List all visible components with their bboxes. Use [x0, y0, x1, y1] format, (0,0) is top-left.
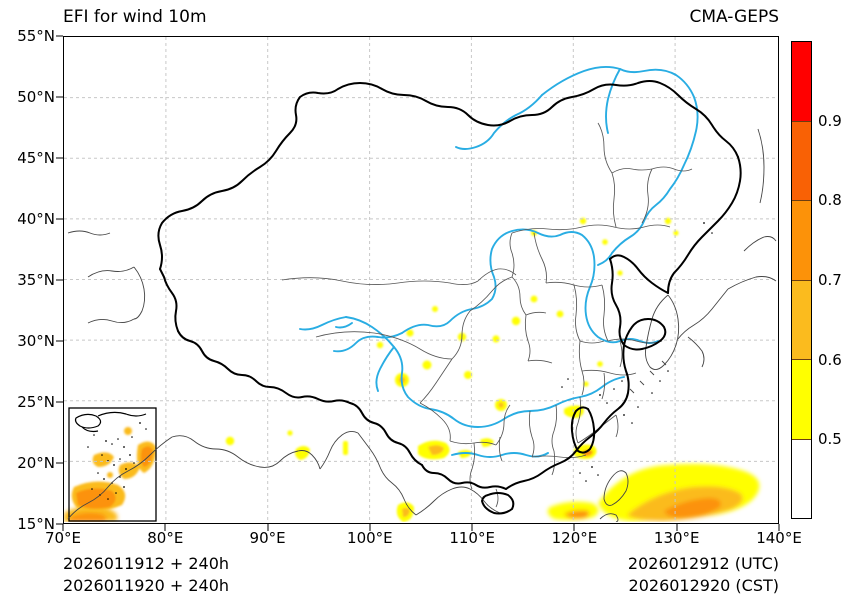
latitude-tick-mark: [56, 279, 63, 281]
colorbar-tick-label: 0.8: [818, 191, 842, 210]
longitude-tick-mark: [267, 524, 269, 531]
longitude-tick-label: 130°E: [653, 529, 700, 547]
offshore-islands: [561, 222, 713, 482]
footer-valid-times: 2026012912 (UTC) 2026012920 (CST): [628, 553, 779, 597]
chart-title: EFI for wind 10m: [63, 7, 207, 27]
latitude-axis-labels: 15°N 20°N 25°N 30°N 35°N 40°N 45°N 50°N 55°N: [0, 27, 55, 533]
colorbar-tick-label: 0.6: [818, 350, 842, 369]
longitude-axis-labels: 70°E 80°E 90°E 100°E 110°E 120°E 130°E 140°E: [45, 529, 802, 551]
longitude-tick-label: 120°E: [551, 529, 598, 547]
colorbar-band: [792, 439, 811, 518]
colorbar[interactable]: [791, 41, 812, 519]
longitude-tick-label: 90°E: [249, 529, 286, 547]
longitude-tick-label: 110°E: [449, 529, 495, 547]
longitude-tick-mark: [164, 524, 166, 531]
colorbar-band: [792, 280, 811, 360]
longitude-tick-label: 80°E: [147, 529, 184, 547]
latitude-tick-label: 50°N: [17, 88, 55, 106]
footer-left-line1: 2026011912 + 240h: [63, 554, 230, 573]
latitude-tick-label: 45°N: [17, 149, 55, 167]
latitude-tick-mark: [56, 462, 63, 464]
colorbar-tick-label: 0.9: [818, 111, 842, 130]
longitude-tick-label: 140°E: [756, 529, 802, 547]
colorbar-labels: 0.9 0.8 0.7 0.6 0.5: [818, 41, 860, 519]
province-boundaries: [281, 122, 693, 508]
latitude-tick-mark: [56, 35, 63, 37]
foreign-coastlines: [67, 128, 777, 522]
efi-shading-layer: [64, 217, 760, 522]
latitude-tick-mark: [56, 401, 63, 403]
south-china-sea-inset: [68, 407, 157, 522]
latitude-tick-label: 20°N: [17, 454, 55, 472]
latitude-tick-label: 35°N: [17, 271, 55, 289]
longitude-tick-marks: [62, 524, 780, 531]
footer-right-line1: 2026012912 (UTC): [627, 554, 779, 573]
longitude-tick-label: 70°E: [44, 529, 82, 547]
map-plot-area: [63, 36, 779, 524]
latitude-tick-label: 30°N: [17, 332, 55, 350]
footer-init-times: 2026011912 + 240h 2026011920 + 240h: [63, 553, 229, 597]
footer-left-line2: 2026011920 + 240h: [63, 576, 230, 595]
latitude-tick-label: 25°N: [17, 393, 55, 411]
longitude-tick-mark: [676, 524, 678, 531]
latitude-tick-mark: [56, 340, 63, 342]
colorbar-band: [792, 201, 811, 281]
colorbar-band: [792, 360, 811, 440]
longitude-tick-mark: [573, 524, 575, 531]
colorbar-tick-label: 0.7: [818, 271, 842, 289]
colorbar-band: [792, 42, 811, 122]
longitude-tick-label: 100°E: [347, 529, 393, 547]
china-national-border: [157, 80, 742, 515]
latitude-tick-label: 15°N: [17, 515, 55, 533]
latitude-tick-mark: [56, 96, 63, 98]
longitude-tick-mark: [62, 524, 64, 531]
longitude-tick-mark: [471, 524, 473, 531]
colorbar-tick-label: 0.5: [818, 430, 842, 449]
colorbar-band: [792, 121, 811, 201]
latitude-tick-label: 55°N: [17, 27, 55, 45]
map-canvas: [64, 37, 777, 522]
latitude-tick-label: 40°N: [17, 210, 55, 228]
latitude-tick-mark: [56, 157, 63, 159]
footer-right-line2: 2026012920 (CST): [628, 576, 779, 595]
longitude-tick-mark: [369, 524, 371, 531]
latitude-tick-mark: [56, 218, 63, 220]
latitude-tick-mark: [56, 523, 63, 525]
latitude-tick-marks: [56, 35, 63, 525]
model-label: CMA-GEPS: [689, 7, 779, 27]
longitude-tick-mark: [778, 524, 780, 531]
